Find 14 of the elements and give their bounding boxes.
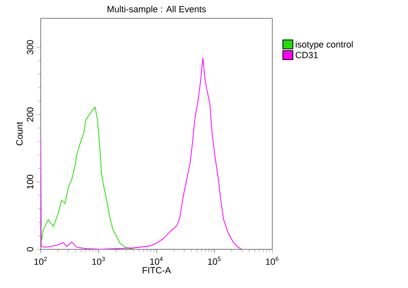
x-tick-label: 10$^{5}$: [208, 256, 221, 265]
y-tick-label: 300: [26, 40, 34, 54]
x-tick-label: 10$^{6}$: [266, 256, 278, 265]
x-tick-label: 10$^{2}$: [34, 256, 47, 265]
y-axis-title: Count: [16, 122, 23, 146]
x-axis-title: FITC-A: [142, 267, 171, 274]
y-tick-label: 0: [26, 247, 34, 252]
y-tick-label: 100: [26, 174, 34, 189]
legend-label: CD31: [296, 52, 318, 58]
chart-title: Multi-sample : All Events: [108, 6, 206, 14]
y-tick-label: 200: [26, 107, 34, 122]
x-tick-label: 10$^{4}$: [150, 256, 163, 265]
legend-label: isotype control: [296, 40, 353, 50]
x-tick-label: 10$^{3}$: [92, 256, 105, 265]
